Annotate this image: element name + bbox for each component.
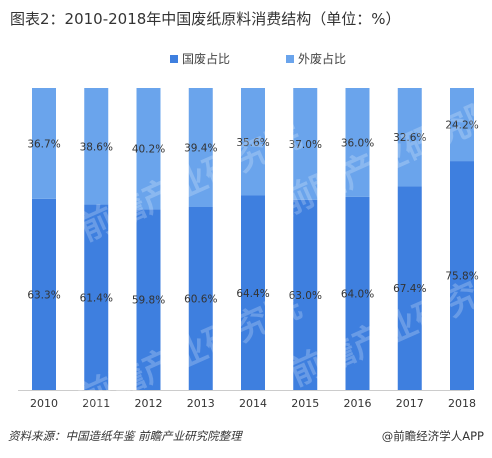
data-label-imported-2014: 35.6% (236, 137, 269, 149)
bar-imported-2011 (84, 88, 109, 205)
x-tick-label-2012: 2012 (135, 397, 163, 410)
data-label-domestic-2011: 61.4% (80, 292, 113, 304)
legend-swatch-domestic (170, 54, 178, 63)
bar-domestic-2011 (84, 204, 109, 390)
data-label-domestic-2015: 63.0% (289, 290, 322, 302)
x-tick-label-2017: 2017 (396, 397, 424, 410)
legend-label-domestic: 国废占比 (182, 52, 231, 66)
bar-imported-2013 (188, 88, 213, 207)
bar-imported-2015 (293, 88, 318, 200)
legend-swatch-imported (286, 54, 294, 63)
bar-domestic-2010 (32, 198, 56, 390)
legend-item-imported: 外废占比 (286, 50, 346, 67)
data-label-imported-2010: 36.7% (27, 138, 60, 150)
legend-label-imported: 外废占比 (298, 52, 347, 66)
data-label-domestic-2014: 64.4% (236, 288, 269, 300)
bar-imported-2014 (241, 88, 265, 196)
legend-item-domestic: 国废占比 (170, 50, 230, 67)
x-tick-label-2011: 2011 (82, 397, 110, 410)
bar-imported-2017 (397, 88, 422, 187)
bar-domestic-2015 (293, 199, 318, 390)
x-tick-label-2010: 2010 (30, 397, 58, 410)
x-tick-label-2013: 2013 (187, 397, 215, 410)
bar-domestic-2018 (450, 161, 474, 390)
source-note: 资料来源：中国造纸年鉴 前瞻产业研究院整理 (8, 429, 242, 443)
data-label-imported-2012: 40.2% (132, 144, 165, 156)
x-tick-label-2015: 2015 (291, 397, 319, 410)
data-label-imported-2015: 37.0% (289, 139, 322, 151)
bar-imported-2010 (32, 88, 56, 199)
data-label-imported-2016: 36.0% (341, 137, 374, 149)
bar-domestic-2013 (188, 206, 213, 390)
x-tick-label-2018: 2018 (448, 397, 476, 410)
bar-domestic-2012 (136, 209, 161, 390)
bar-domestic-2017 (397, 186, 422, 390)
brand-credit: @前瞻经济学人APP (381, 429, 484, 443)
data-label-domestic-2017: 67.4% (393, 283, 426, 295)
data-label-domestic-2013: 60.6% (184, 293, 217, 305)
data-label-domestic-2018: 75.8% (445, 271, 478, 283)
bar-imported-2016 (345, 88, 370, 197)
data-label-domestic-2010: 63.3% (27, 289, 60, 301)
data-label-imported-2013: 39.4% (184, 142, 217, 154)
chart-title: 图表2：2010-2018年中国废纸原料消费结构（单位：%） (10, 10, 401, 28)
bar-domestic-2014 (241, 195, 265, 390)
x-tick-label-2014: 2014 (239, 397, 267, 410)
data-label-imported-2018: 24.2% (445, 120, 478, 132)
bar-imported-2012 (136, 88, 161, 210)
bar-imported-2018 (450, 88, 474, 162)
legend: 国废占比 外废占比 (0, 50, 492, 66)
data-label-domestic-2016: 64.0% (341, 288, 374, 300)
data-label-domestic-2012: 59.8% (132, 295, 165, 307)
bar-domestic-2016 (345, 196, 370, 390)
data-label-imported-2017: 32.6% (393, 132, 426, 144)
data-label-imported-2011: 38.6% (80, 141, 113, 153)
x-tick-label-2016: 2016 (344, 397, 372, 410)
